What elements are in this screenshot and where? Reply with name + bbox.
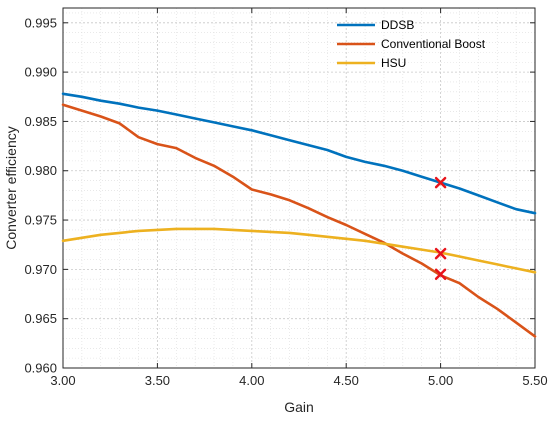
y-tick-label: 0.985: [24, 114, 57, 129]
y-tick-label: 0.965: [24, 311, 57, 326]
series-line-conventional-boost: [61, 103, 537, 338]
legend-label-hsu: HSU: [381, 56, 406, 70]
x-tick-label: 4.50: [334, 373, 359, 388]
x-tick-label: 3.50: [145, 373, 170, 388]
marker-layer: [434, 176, 447, 281]
x-tick-label: 4.00: [239, 373, 264, 388]
y-tick-label: 0.990: [24, 65, 57, 80]
x-marker-stroke: [434, 268, 447, 281]
series-line-hsu: [61, 227, 537, 274]
x-tick-label: 5.00: [428, 373, 453, 388]
x-marker-stroke: [434, 176, 447, 189]
y-tick-label: 0.970: [24, 262, 57, 277]
axis-ticks: 3.00 3.50 4.00 4.50 5.00 5.50 0.960 0.965 0.970 0…: [24, 8, 548, 388]
y-tick-label: 0.975: [24, 213, 57, 228]
legend-label-ddsb: DDSB: [381, 18, 414, 32]
x-marker-stroke: [434, 247, 447, 260]
y-tick-label: 0.995: [24, 15, 57, 30]
series-layer: [61, 92, 537, 338]
x-marker: [434, 176, 447, 189]
legend-label-conventional-boost: Conventional Boost: [381, 37, 486, 51]
x-tick-label: 5.50: [522, 373, 547, 388]
y-tick-label: 0.980: [24, 163, 57, 178]
series-line-ddsb: [61, 92, 537, 215]
x-tick-label: 3.00: [50, 373, 75, 388]
grid: [62, 8, 536, 369]
x-marker: [434, 268, 447, 281]
y-tick-label: 0.960: [24, 361, 57, 376]
x-axis-title: Gain: [284, 399, 314, 415]
plot-frame: [62, 7, 536, 369]
y-axis-title: Converter efficiency: [3, 126, 19, 249]
legend: DDSB Conventional Boost HSU: [337, 18, 486, 70]
x-marker: [434, 247, 447, 260]
